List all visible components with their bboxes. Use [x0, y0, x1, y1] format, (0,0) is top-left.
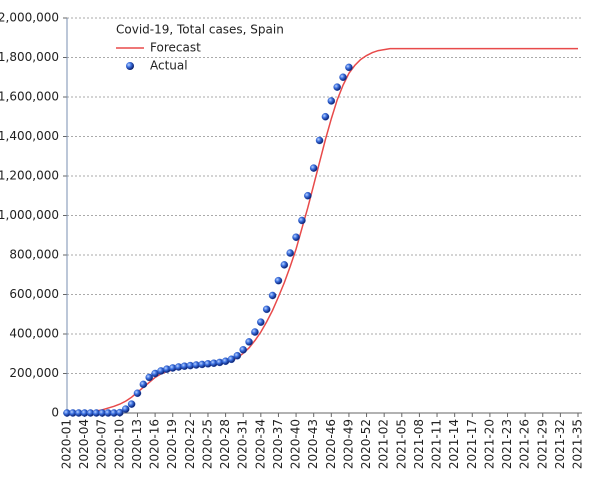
actual-point	[233, 351, 242, 360]
actual-point	[333, 83, 341, 91]
actual-point	[245, 338, 253, 346]
y-tick-label: 1,000,000	[0, 208, 59, 222]
y-tick-label: 800,000	[9, 248, 59, 262]
x-tick-label: 2021-20	[482, 419, 496, 469]
actual-point	[116, 408, 124, 417]
actual-point	[139, 380, 148, 389]
x-tick-label: 2020-07	[95, 419, 109, 469]
x-tick-label: 2020-31	[236, 419, 250, 469]
y-tick-label: 1,200,000	[0, 169, 59, 183]
actual-point	[127, 400, 136, 408]
actual-point	[227, 355, 236, 364]
x-tick-label: 2020-01	[60, 419, 74, 469]
y-tick-label: 2,000,000	[0, 11, 59, 25]
actual-point	[345, 63, 353, 72]
actual-point	[280, 261, 289, 269]
actual-point	[121, 405, 130, 413]
actual-point	[239, 346, 247, 354]
actual-point	[339, 73, 347, 82]
x-tick-label: 2020-46	[324, 419, 338, 469]
x-tick-label: 2021-23	[500, 419, 514, 469]
actual-point	[298, 216, 306, 225]
y-tick-label: 1,800,000	[0, 50, 59, 64]
x-tick-label: 2021-26	[518, 419, 532, 469]
x-tick-label: 2021-32	[553, 419, 567, 469]
x-tick-label: 2021-17	[465, 419, 479, 469]
x-tick-label: 2020-13	[130, 419, 144, 469]
actual-point	[292, 233, 300, 241]
legend-marker	[126, 62, 134, 70]
legend-title: Covid-19, Total cases, Spain	[116, 23, 284, 37]
x-tick-label: 2020-34	[253, 419, 267, 469]
x-tick-label: 2020-10	[112, 419, 126, 469]
legend-label: Actual	[150, 59, 188, 73]
actual-point	[304, 191, 312, 200]
x-tick-label: 2021-29	[535, 419, 549, 469]
x-tick-label: 2020-04	[77, 419, 91, 469]
x-tick-label: 2020-40	[289, 419, 303, 469]
actual-point	[286, 249, 294, 257]
y-tick-label: 600,000	[9, 287, 59, 301]
actual-point	[327, 97, 336, 105]
actual-point	[133, 389, 142, 397]
x-tick-label: 2021-08	[412, 419, 426, 469]
x-tick-label: 2020-37	[271, 419, 285, 469]
y-tick-label: 0	[51, 406, 59, 420]
x-tick-label: 2020-25	[200, 419, 214, 469]
x-tick-label: 2021-02	[377, 419, 391, 469]
actual-point	[145, 373, 153, 382]
x-tick-label: 2020-19	[165, 419, 179, 469]
x-tick-label: 2020-52	[359, 419, 373, 469]
legend-label: Forecast	[150, 41, 201, 55]
actual-point	[315, 136, 324, 145]
actual-point	[257, 318, 265, 326]
actual-point	[274, 276, 283, 285]
y-tick-label: 200,000	[9, 366, 59, 380]
x-tick-label: 2020-49	[341, 419, 355, 469]
x-tick-label: 2021-35	[571, 419, 585, 469]
x-tick-label: 2021-11	[430, 419, 444, 469]
x-tick-label: 2020-16	[148, 419, 162, 469]
forecast-line	[66, 47, 578, 414]
actual-point	[268, 291, 277, 300]
x-tick-label: 2020-22	[183, 419, 197, 469]
actual-point	[251, 328, 259, 336]
y-tick-label: 400,000	[9, 327, 59, 341]
x-tick-label: 2021-14	[447, 419, 461, 469]
y-tick-label: 1,600,000	[0, 90, 59, 104]
x-tick-label: 2020-43	[306, 419, 320, 469]
actual-point	[321, 113, 330, 121]
actual-point	[262, 305, 271, 314]
x-tick-label: 2020-28	[218, 419, 232, 469]
y-tick-label: 1,400,000	[0, 129, 59, 143]
x-tick-label: 2021-05	[394, 419, 408, 469]
actual-point	[309, 164, 318, 172]
